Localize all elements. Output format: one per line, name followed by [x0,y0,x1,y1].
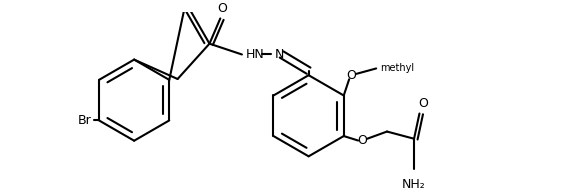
Text: methyl: methyl [380,63,414,74]
Text: O: O [217,2,227,15]
Text: O: O [346,69,356,82]
Text: NH₂: NH₂ [402,178,426,191]
Text: N: N [274,48,284,61]
Text: O: O [418,97,428,110]
Text: O: O [357,134,367,147]
Text: HN: HN [245,48,264,61]
Text: Br: Br [78,114,92,127]
